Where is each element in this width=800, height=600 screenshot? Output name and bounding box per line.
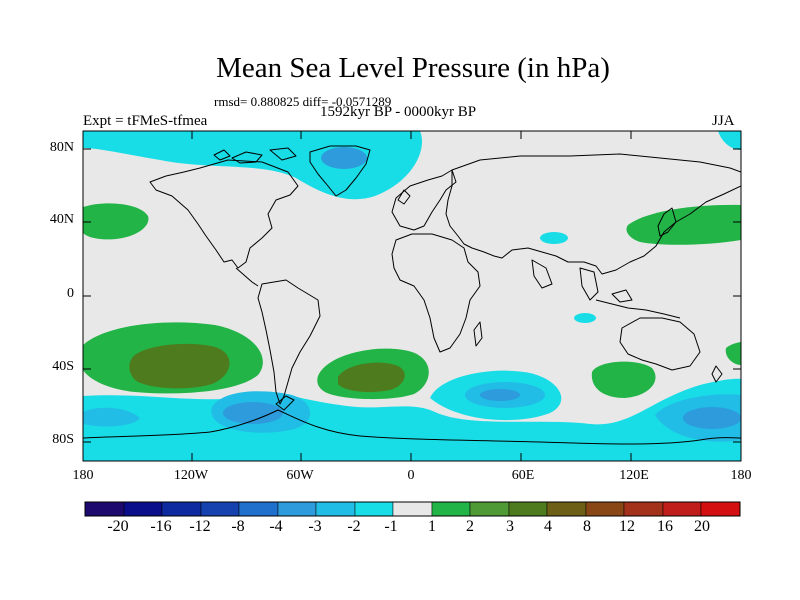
colorbar-swatch xyxy=(508,501,548,517)
negative-anomaly-region xyxy=(718,131,741,150)
negative-anomaly-core xyxy=(683,407,741,429)
colorbar-swatch xyxy=(392,501,433,517)
colorbar xyxy=(84,501,741,517)
positive-anomaly-region xyxy=(83,203,149,240)
colorbar-swatch xyxy=(315,501,356,517)
x-tick-label: 60W xyxy=(286,468,314,483)
positive-anomaly-region xyxy=(591,361,656,398)
x-axis-ticks xyxy=(191,131,632,461)
colorbar-label: -8 xyxy=(231,518,245,535)
negative-anomaly-region xyxy=(574,313,596,323)
experiment-label: Expt = tFMeS-tfmea xyxy=(83,113,208,129)
colorbar-swatch xyxy=(238,501,279,517)
negative-anomaly-core xyxy=(223,402,283,424)
y-tick-label: 40N xyxy=(49,212,74,227)
negative-anomaly-region xyxy=(83,407,140,427)
colorbar-label: -2 xyxy=(347,518,361,535)
colorbar-label: 8 xyxy=(583,518,591,535)
x-tick-label: 180 xyxy=(730,468,752,483)
map-plot-area xyxy=(83,131,741,461)
positive-anomaly-region xyxy=(725,342,741,365)
x-tick-label: 180 xyxy=(72,468,94,483)
chart-title: Mean Sea Level Pressure (in hPa) xyxy=(216,52,610,84)
x-tick-label: 0 xyxy=(407,468,415,483)
y-tick-label: 40S xyxy=(52,359,74,374)
x-tick-label: 120E xyxy=(619,468,649,483)
colorbar-label: 4 xyxy=(544,518,552,535)
colorbar-swatch xyxy=(200,501,240,517)
colorbar-swatch xyxy=(700,501,741,517)
colorbar-swatch xyxy=(161,501,202,517)
colorbar-label: -12 xyxy=(189,518,211,535)
positive-anomaly-region xyxy=(626,204,741,245)
colorbar-frame xyxy=(84,501,741,517)
y-axis-ticks xyxy=(83,148,741,443)
colorbar-label: -1 xyxy=(384,518,398,535)
coastlines xyxy=(83,145,741,445)
y-tick-label: 0 xyxy=(67,286,74,301)
positive-anomaly-region xyxy=(338,362,405,392)
colorbar-swatch xyxy=(623,501,664,517)
colorbar-label: 12 xyxy=(619,518,635,535)
colorbar-label: -16 xyxy=(150,518,172,535)
y-tick-label: 80S xyxy=(52,432,74,447)
colorbar-label: 3 xyxy=(506,518,514,535)
colorbar-label: -3 xyxy=(308,518,322,535)
colorbar-label: 16 xyxy=(657,518,673,535)
colorbar-swatch xyxy=(469,501,510,517)
colorbar-swatch xyxy=(662,501,702,517)
colorbar-label: 1 xyxy=(428,518,436,535)
colorbar-swatch xyxy=(546,501,587,517)
colorbar-swatch xyxy=(277,501,317,517)
period-label: 1592kyr BP - 0000kyr BP xyxy=(320,104,477,120)
stats-label: rmsd= 0.880825 diff= -0.0571289 xyxy=(214,94,392,109)
colorbar-label: 2 xyxy=(466,518,474,535)
x-tick-label: 120W xyxy=(173,468,209,483)
colorbar-swatch xyxy=(585,501,625,517)
colorbar-swatch xyxy=(354,501,394,517)
x-tick-label: 60E xyxy=(511,468,535,483)
colorbar-swatch xyxy=(123,501,163,517)
colorbar-swatch xyxy=(84,501,125,517)
colorbar-label: 20 xyxy=(694,518,710,535)
negative-anomaly-core xyxy=(321,147,367,169)
positive-anomaly-region xyxy=(129,343,230,389)
negative-anomaly-core xyxy=(480,389,520,401)
negative-anomaly-region xyxy=(540,232,568,244)
colorbar-label: -20 xyxy=(107,518,129,535)
y-tick-label: 80N xyxy=(49,140,74,155)
season-label: JJA xyxy=(712,113,735,129)
colorbar-label: -4 xyxy=(269,518,283,535)
colorbar-swatch xyxy=(431,501,471,517)
